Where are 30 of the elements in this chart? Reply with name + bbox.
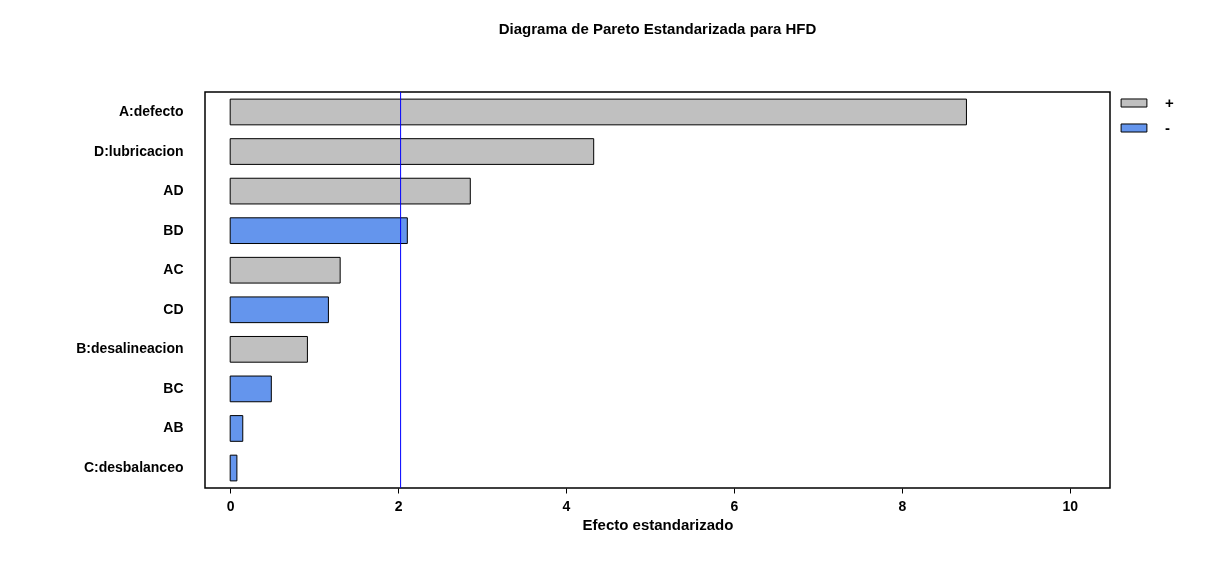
x-tick-label: 0 — [226, 497, 235, 514]
x-tick-label: 10 — [1062, 497, 1079, 514]
chart-title: Diagrama de Pareto Estandarizada para HFD — [498, 19, 817, 37]
bar — [229, 335, 308, 363]
y-tick-label: AC — [163, 261, 184, 278]
bar — [229, 98, 967, 126]
legend-label: - — [1165, 119, 1170, 136]
bar — [229, 217, 408, 245]
bar — [229, 375, 272, 403]
bar — [229, 296, 329, 324]
bar — [229, 177, 471, 205]
y-tick-label: AB — [163, 419, 184, 436]
x-tick-label: 2 — [394, 497, 403, 514]
bar — [229, 415, 244, 442]
y-tick-label: AD — [163, 182, 184, 199]
x-tick-label: 8 — [898, 497, 907, 514]
x-tick-label: 4 — [562, 497, 571, 514]
bar — [229, 256, 341, 284]
y-tick-label: D:lubricacion — [94, 142, 184, 159]
bar — [229, 454, 238, 482]
y-tick-label: CD — [163, 300, 184, 317]
y-tick-label: C:desbalanceo — [83, 459, 184, 476]
x-axis-title: Efecto estandarizado — [582, 515, 734, 533]
bar — [229, 138, 595, 165]
y-tick-label: A:defecto — [118, 102, 184, 119]
y-tick-label: BD — [163, 221, 184, 238]
y-tick-label: B:desalineacion — [76, 340, 184, 357]
x-tick-label: 6 — [730, 497, 739, 514]
legend-label: + — [1165, 94, 1174, 111]
y-tick-label: BC — [163, 379, 184, 396]
